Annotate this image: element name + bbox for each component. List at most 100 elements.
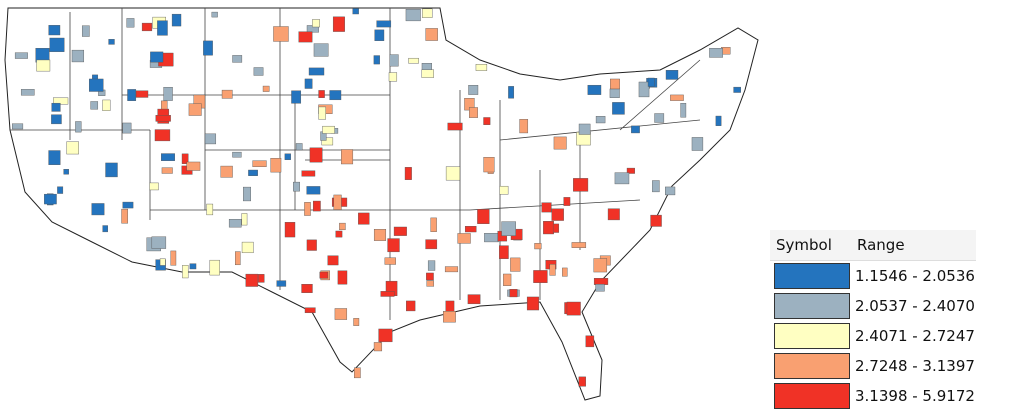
- county-fill: [578, 376, 586, 387]
- county-fill: [467, 294, 481, 305]
- county-fill: [341, 149, 354, 165]
- county-fill: [573, 178, 589, 192]
- county-fill: [241, 213, 248, 226]
- county-fill: [566, 301, 581, 316]
- county-fill: [534, 243, 542, 250]
- county-fill: [135, 90, 149, 98]
- county-fill: [253, 67, 264, 76]
- county-fill: [155, 115, 171, 122]
- county-fill: [404, 167, 412, 180]
- county-fill: [273, 26, 289, 42]
- county-fill: [243, 186, 252, 202]
- county-fill: [378, 328, 393, 343]
- county-fill: [309, 147, 323, 163]
- county-fill: [483, 117, 491, 125]
- county-fill: [333, 194, 342, 210]
- county-fill: [405, 9, 421, 22]
- county-fill: [541, 202, 552, 213]
- county-fill: [291, 90, 302, 104]
- legend-swatch: [774, 383, 850, 409]
- county-fill: [319, 271, 329, 279]
- county-fill: [252, 160, 267, 167]
- county-fill: [63, 169, 69, 175]
- county-fill: [337, 270, 348, 285]
- county-fill: [293, 181, 300, 192]
- county-fill: [387, 238, 400, 253]
- county-fill: [670, 94, 684, 101]
- county-fill: [182, 265, 189, 279]
- county-fill: [241, 241, 254, 254]
- legend-header: Symbol Range: [770, 230, 976, 261]
- county-fill: [652, 180, 660, 193]
- header-range: Range: [857, 236, 905, 254]
- legend-swatch: [774, 263, 850, 289]
- legend-range: 2.0537 - 2.4070: [855, 297, 975, 315]
- county-fill: [228, 219, 242, 228]
- county-fill: [308, 67, 325, 76]
- county-fill: [295, 143, 303, 151]
- legend-swatch: [774, 293, 850, 319]
- county-fill: [421, 69, 434, 78]
- county-fill: [301, 284, 313, 293]
- county-fill: [161, 153, 175, 161]
- legend-range: 1.1546 - 2.0536: [855, 267, 975, 285]
- county-fill: [358, 212, 370, 225]
- county-fill: [329, 90, 342, 101]
- county-fill: [443, 311, 456, 323]
- county-fill: [88, 78, 104, 92]
- county-fill: [105, 162, 118, 178]
- county-fill: [503, 273, 512, 286]
- county-fill: [709, 48, 723, 58]
- county-fill: [170, 250, 177, 266]
- county-fill: [57, 186, 64, 194]
- county-fill: [373, 229, 387, 241]
- county-fill: [595, 284, 605, 292]
- county-fill: [270, 158, 282, 173]
- county-fill: [48, 25, 61, 36]
- county-fill: [421, 63, 432, 71]
- county-fill: [553, 136, 567, 150]
- county-fill: [593, 278, 609, 285]
- county-fill: [610, 78, 620, 90]
- legend-range: 2.4071 - 2.7247: [855, 327, 975, 345]
- county-fill: [469, 107, 478, 118]
- county-fill: [638, 81, 650, 98]
- county-fill: [519, 119, 529, 134]
- county-fill: [425, 239, 438, 250]
- county-fill: [171, 13, 182, 27]
- legend-row: 1.1546 - 2.0536: [770, 261, 976, 291]
- county-fill: [44, 193, 57, 205]
- county-fill: [680, 103, 687, 118]
- county-fill: [48, 150, 61, 165]
- county-fill: [650, 214, 662, 227]
- county-fill: [49, 37, 65, 52]
- county-fill: [715, 115, 722, 126]
- county-fill: [334, 308, 348, 320]
- county-fill: [483, 157, 495, 173]
- legend-rows: 1.1546 - 2.0536 2.0537 - 2.4070 2.4071 - 2…: [770, 261, 976, 411]
- county-fill: [430, 217, 437, 232]
- county-fill: [691, 137, 704, 151]
- county-fill: [477, 209, 490, 224]
- county-fill: [318, 106, 326, 120]
- county-fill: [221, 89, 233, 99]
- county-fill: [81, 25, 90, 37]
- county-fill: [549, 264, 556, 276]
- county-fill: [571, 242, 587, 248]
- county-fill: [332, 16, 345, 32]
- county-fill: [318, 90, 325, 98]
- legend-row: 3.1398 - 5.9172: [770, 381, 976, 411]
- county-fill: [321, 137, 334, 146]
- county-fill: [384, 257, 396, 265]
- legend-row: 2.7248 - 3.1397: [770, 351, 976, 381]
- county-fill: [306, 239, 317, 251]
- county-fill: [257, 274, 265, 283]
- county-fill: [126, 18, 135, 28]
- county-fill: [352, 8, 359, 15]
- county-fill: [235, 251, 241, 266]
- county-fill: [484, 232, 499, 243]
- legend-range: 2.7248 - 3.1397: [855, 357, 975, 375]
- county-fill: [312, 19, 320, 28]
- county-fill: [499, 185, 509, 195]
- county-fill: [585, 335, 595, 348]
